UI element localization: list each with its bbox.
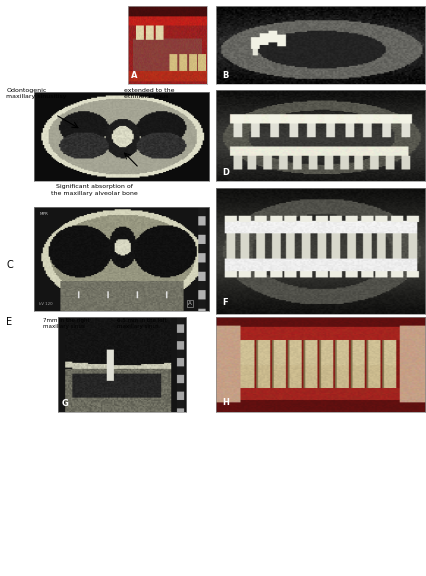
Text: MPR: MPR — [39, 211, 48, 215]
Text: 6.5 mm in the left
maxillary sinus.: 6.5 mm in the left maxillary sinus. — [117, 318, 167, 329]
Text: Significant absorption of
the maxillary alveolar bone: Significant absorption of the maxillary … — [50, 184, 137, 195]
Text: 7mm in the right
maxillary sinus: 7mm in the right maxillary sinus — [43, 318, 89, 329]
Text: H: H — [222, 398, 228, 407]
Text: F: F — [222, 298, 227, 307]
Text: B: B — [222, 71, 228, 80]
Text: Odontogenic
maxillary sinusitisy: Odontogenic maxillary sinusitisy — [6, 88, 67, 98]
Text: A: A — [130, 71, 137, 80]
Text: kV 120: kV 120 — [39, 302, 53, 306]
Text: extended to the
ethmoid sinus: extended to the ethmoid sinus — [124, 88, 174, 98]
Text: C: C — [6, 260, 13, 270]
Text: D: D — [222, 168, 228, 177]
Text: G: G — [61, 399, 68, 408]
Text: E: E — [6, 317, 12, 327]
Text: A: A — [188, 301, 192, 306]
